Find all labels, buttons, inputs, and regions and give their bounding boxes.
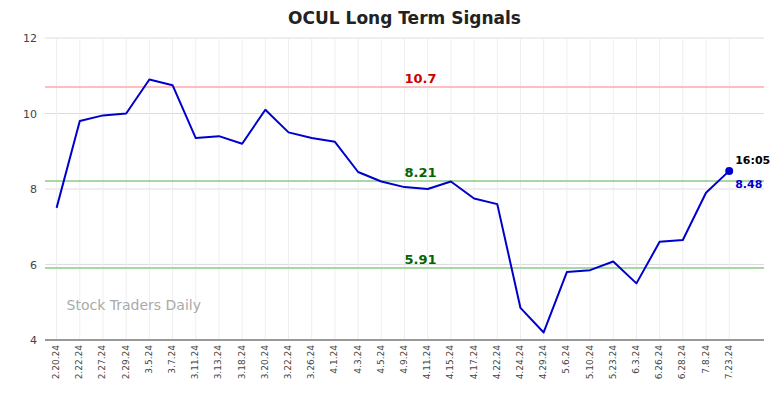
grid-line-x [543, 38, 544, 340]
x-tick-label: 3.11.24 [190, 345, 200, 380]
grid-line-x [706, 38, 707, 340]
x-tick-label: 3.18.24 [237, 345, 247, 380]
y-tick-label: 4 [30, 334, 37, 347]
grid-line-x [56, 38, 57, 340]
x-tick-label: 3.20.24 [260, 345, 270, 380]
grid-line-x [520, 38, 521, 340]
grid-line-x [566, 38, 567, 340]
x-tick-label: 5.6.24 [561, 345, 571, 374]
y-tick-label: 6 [30, 259, 37, 272]
grid [45, 38, 764, 340]
grid-line-x [288, 38, 289, 340]
x-tick-label: 2.20.24 [51, 345, 61, 380]
last-time-label: 16:05 [735, 154, 770, 167]
grid-line-x [659, 38, 660, 340]
y-tick-label: 12 [23, 32, 37, 45]
x-tick-label: 6.3.24 [631, 345, 641, 374]
x-tick-label: 2.27.24 [97, 345, 107, 380]
price-line [57, 80, 730, 333]
x-tick-label: 2.29.24 [121, 345, 131, 380]
signal-label: 10.7 [405, 71, 437, 86]
grid-line-x [126, 38, 127, 340]
x-tick-label: 4.29.24 [538, 345, 548, 380]
grid-line-x [474, 38, 475, 340]
signal-label: 5.91 [405, 252, 437, 267]
grid-line-x [497, 38, 498, 340]
plot-area [45, 80, 764, 333]
x-tick-label: 3.22.24 [283, 345, 293, 380]
x-tick-label: 6.26.24 [654, 345, 664, 380]
x-tick-label: 4.9.24 [399, 345, 409, 374]
grid-line-x [195, 38, 196, 340]
x-tick-label: 4.15.24 [445, 345, 455, 380]
signal-line [45, 180, 764, 182]
x-tick-label: 4.22.24 [492, 345, 502, 380]
x-tick-label: 3.5.24 [144, 345, 154, 374]
signal-line [45, 86, 764, 88]
grid-line-x [102, 38, 103, 340]
signal-line [45, 267, 764, 269]
grid-line-x [613, 38, 614, 340]
x-tick-label: 6.28.24 [677, 345, 687, 380]
x-tick-label: 4.11.24 [422, 345, 432, 380]
grid-line-x [729, 38, 730, 340]
last-price-label: 8.48 [735, 178, 762, 191]
grid-line-x [149, 38, 150, 340]
grid-line-x [218, 38, 219, 340]
x-tick-label: 4.17.24 [469, 345, 479, 380]
grid-line-x [358, 38, 359, 340]
x-tick-label: 7.8.24 [701, 345, 711, 374]
grid-line-x [311, 38, 312, 340]
x-tick-label: 2.22.24 [74, 345, 84, 380]
x-tick-label: 3.13.24 [213, 345, 223, 380]
grid-line-y [45, 340, 764, 341]
y-tick-label: 10 [23, 108, 37, 121]
x-tick-label: 5.10.24 [585, 345, 595, 380]
last-dot [725, 167, 733, 175]
signal-label: 8.21 [405, 165, 437, 180]
chart: OCUL Long Term Signals 4 6 8 10 12 2.20.24 2.22… [0, 0, 784, 398]
x-tick-label: 3.26.24 [306, 345, 316, 380]
grid-line-x [172, 38, 173, 340]
grid-line-x [636, 38, 637, 340]
x-tick-label: 4.3.24 [353, 345, 363, 374]
title: OCUL Long Term Signals [288, 8, 521, 28]
x-tick-label: 5.23.24 [608, 345, 618, 380]
x-axis [45, 339, 764, 340]
x-tick-label: 3.7.24 [167, 345, 177, 374]
watermark: Stock Traders Daily [67, 297, 201, 313]
grid-line-x [265, 38, 266, 340]
x-tick-label: 4.1.24 [329, 345, 339, 374]
grid-line-x [682, 38, 683, 340]
x-tick-label: 7.23.24 [724, 345, 734, 380]
grid-line-x [242, 38, 243, 340]
grid-line-x [590, 38, 591, 340]
x-tick-label: 4.5.24 [376, 345, 386, 374]
grid-line-x [334, 38, 335, 340]
y-tick-label: 8 [30, 183, 37, 196]
grid-line-x [381, 38, 382, 340]
grid-line-x [450, 38, 451, 340]
grid-line-x [79, 38, 80, 340]
x-tick-label: 4.24.24 [515, 345, 525, 380]
